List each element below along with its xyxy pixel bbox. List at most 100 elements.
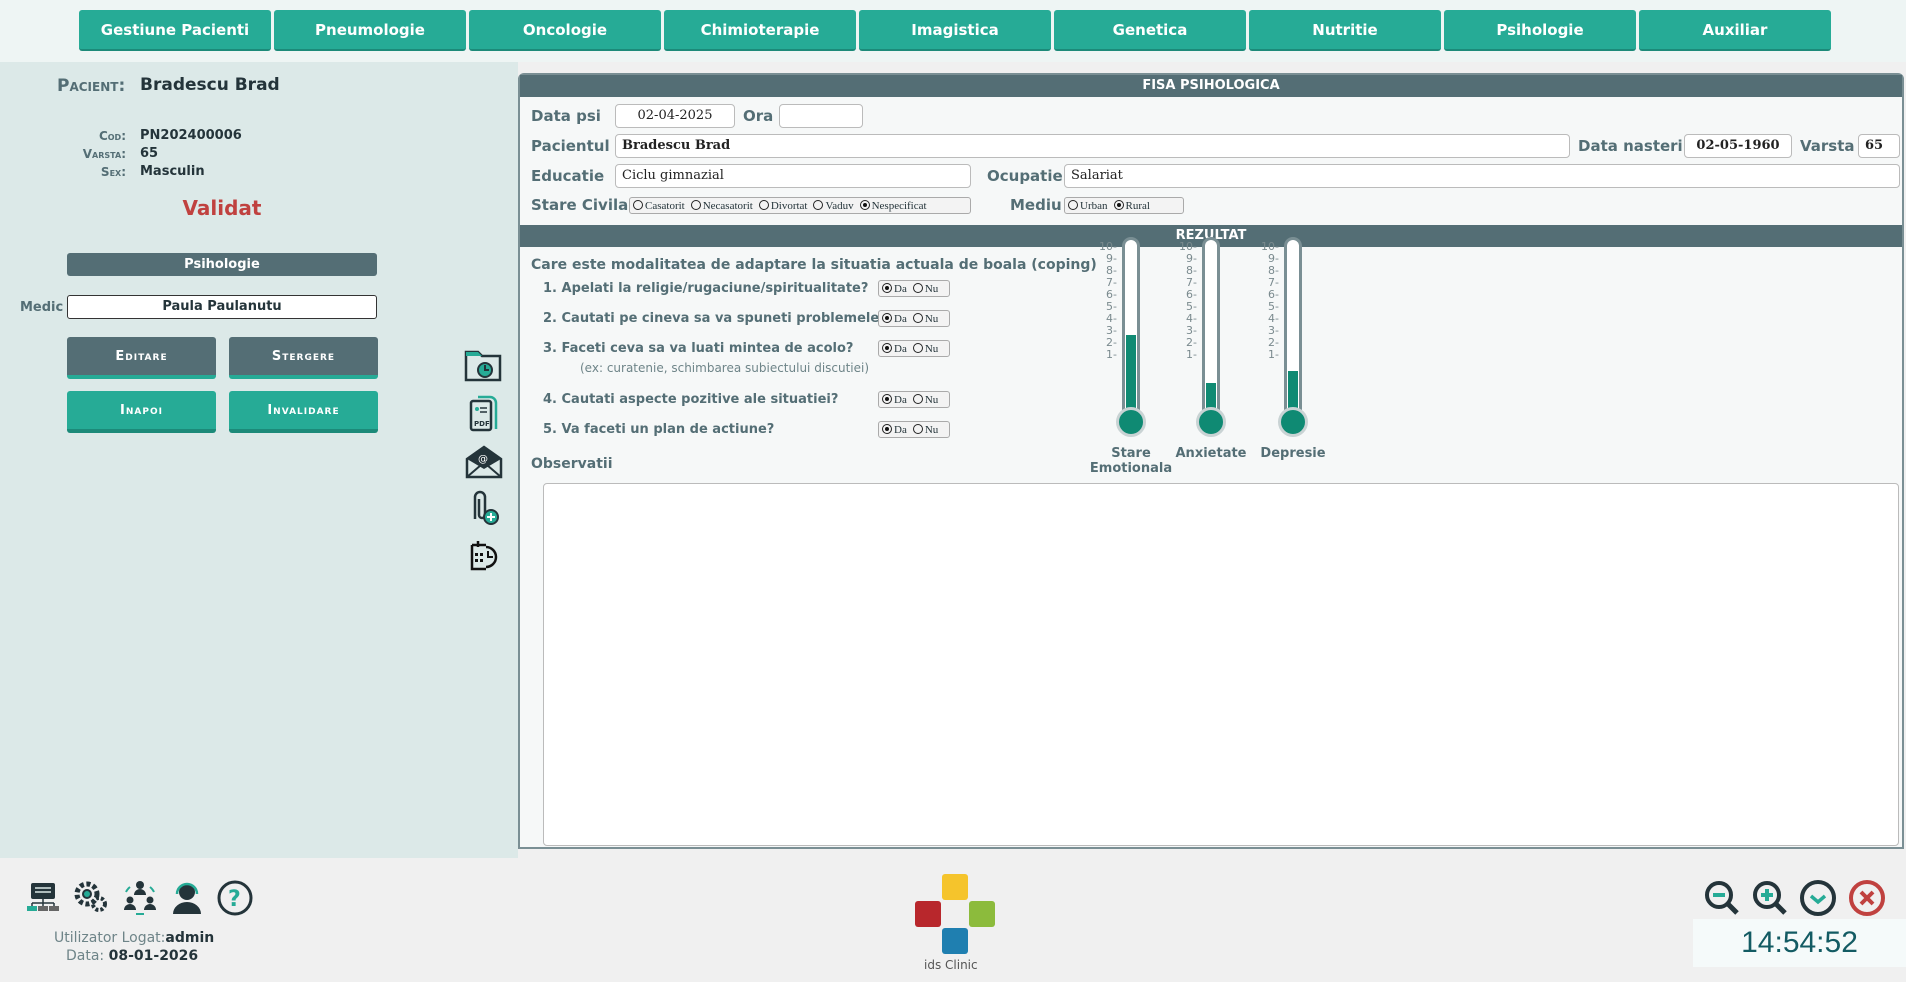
- radio-icon[interactable]: [882, 312, 892, 323]
- answer-label: Da: [894, 342, 907, 355]
- data-psi-input[interactable]: 02-04-2025: [615, 104, 735, 128]
- answer-yes[interactable]: Da: [882, 423, 907, 436]
- gauge-scale: 10- 9- 8- 7- 6- 5- 4- 3- 2- 1-: [1253, 241, 1279, 361]
- answer-yes[interactable]: Da: [882, 312, 907, 325]
- option-label: Casatorit: [645, 199, 685, 212]
- radio-icon[interactable]: [1113, 199, 1124, 210]
- nav-tab-nutritie[interactable]: Nutritie: [1249, 10, 1441, 51]
- email-icon[interactable]: @: [465, 445, 503, 479]
- back-button[interactable]: Inapoi: [67, 391, 216, 433]
- ocupatie-input[interactable]: Salariat: [1064, 164, 1900, 188]
- answer-yes[interactable]: Da: [882, 282, 907, 295]
- scale-tick: 1-: [1268, 348, 1279, 361]
- close-icon[interactable]: [1848, 879, 1886, 917]
- nav-tab-auxiliar[interactable]: Auxiliar: [1639, 10, 1831, 51]
- zoom-out-icon[interactable]: [1703, 879, 1741, 917]
- attachment-add-icon[interactable]: [469, 489, 501, 527]
- radio-icon[interactable]: [912, 312, 923, 323]
- status-badge: Validat: [182, 196, 262, 220]
- radio-icon[interactable]: [758, 199, 769, 210]
- radio-icon[interactable]: [912, 423, 923, 434]
- observatii-textarea[interactable]: [543, 483, 1899, 846]
- support-icon[interactable]: [171, 880, 203, 914]
- edit-button[interactable]: Editare: [67, 337, 216, 379]
- stare-civila-option-nespecificat[interactable]: Nespecificat: [859, 199, 927, 212]
- nav-tab-oncologie[interactable]: Oncologie: [469, 10, 661, 51]
- medic-field[interactable]: Paula Paulanutu: [67, 295, 377, 319]
- nav-tab-chimioterapie[interactable]: Chimioterapie: [664, 10, 856, 51]
- scale-tick: 1-: [1106, 348, 1117, 361]
- radio-icon[interactable]: [882, 423, 892, 434]
- svg-text:?: ?: [228, 887, 241, 912]
- invalidate-button[interactable]: Invalidare: [229, 391, 378, 433]
- option-label: Divortat: [770, 199, 808, 212]
- pdf-icon[interactable]: PDF: [468, 395, 500, 433]
- answer-yes[interactable]: Da: [882, 342, 907, 355]
- settings-icon[interactable]: [74, 881, 108, 913]
- stare-civila-option-necasatorit[interactable]: Necasatorit: [690, 199, 753, 212]
- gauge-bulb: [1116, 407, 1146, 437]
- answer-no[interactable]: Nu: [912, 423, 938, 436]
- gauge-fill: [1126, 335, 1136, 425]
- radio-icon[interactable]: [1068, 199, 1078, 210]
- calendar-schedule-icon[interactable]: [468, 539, 502, 573]
- radio-icon[interactable]: [813, 199, 824, 210]
- data-nasterii-input[interactable]: 02-05-1960: [1684, 134, 1792, 158]
- network-icon[interactable]: [26, 882, 60, 912]
- answer-no[interactable]: Nu: [912, 282, 938, 295]
- stare-civila-option-divortat[interactable]: Divortat: [758, 199, 808, 212]
- mediu-label: Mediu: [1010, 196, 1062, 214]
- nav-tab-genetica[interactable]: Genetica: [1054, 10, 1246, 51]
- cod-label: Cod:: [98, 129, 126, 143]
- radio-icon[interactable]: [882, 393, 892, 404]
- radio-icon[interactable]: [859, 199, 870, 210]
- scale-tick: 4-: [1106, 312, 1117, 325]
- radio-icon[interactable]: [912, 282, 923, 293]
- nav-tab-pneumologie[interactable]: Pneumologie: [274, 10, 466, 51]
- answer-no[interactable]: Nu: [912, 342, 938, 355]
- answer-label: Da: [894, 282, 907, 295]
- nav-tab-psihologie[interactable]: Psihologie: [1444, 10, 1636, 51]
- stare-civila-option-casatorit[interactable]: Casatorit: [633, 199, 685, 212]
- educatie-label: Educatie: [531, 167, 605, 185]
- folder-clock-icon[interactable]: [463, 348, 503, 382]
- radio-icon[interactable]: [912, 342, 923, 353]
- stare-civila-option-vaduv[interactable]: Vaduv: [813, 199, 854, 212]
- radio-icon[interactable]: [912, 393, 923, 404]
- answer-yes[interactable]: Da: [882, 393, 907, 406]
- scale-tick: 2-: [1106, 336, 1117, 349]
- delete-button[interactable]: Stergere: [229, 337, 378, 379]
- ora-input[interactable]: [779, 104, 863, 128]
- radio-icon[interactable]: [633, 199, 643, 210]
- answer-no[interactable]: Nu: [912, 393, 938, 406]
- data-nasterii-label: Data nasterii: [1578, 137, 1688, 155]
- patient-name: Bradescu Brad: [140, 75, 280, 95]
- help-icon[interactable]: ?: [217, 880, 253, 916]
- answer-no[interactable]: Nu: [912, 312, 938, 325]
- answer-label: Da: [894, 312, 907, 325]
- nav-tab-gestiune-pacienti[interactable]: Gestiune Pacienti: [79, 10, 271, 51]
- confirm-icon[interactable]: [1799, 879, 1837, 917]
- pacient-input[interactable]: Bradescu Brad: [615, 134, 1570, 158]
- radio-icon[interactable]: [882, 342, 892, 353]
- radio-icon[interactable]: [690, 199, 701, 210]
- gauge-bulb: [1278, 407, 1308, 437]
- scale-tick: 2-: [1186, 336, 1197, 349]
- question-4-answer: Da Nu: [878, 391, 950, 408]
- scale-tick: 9-: [1268, 252, 1279, 265]
- educatie-input[interactable]: Ciclu gimnazial: [615, 164, 971, 188]
- question-5-answer: Da Nu: [878, 421, 950, 438]
- scale-tick: 6-: [1106, 288, 1117, 301]
- gauge-scale: 10- 9- 8- 7- 6- 5- 4- 3- 2- 1-: [1091, 241, 1117, 361]
- gauge-fill: [1288, 371, 1298, 425]
- nav-tab-imagistica[interactable]: Imagistica: [859, 10, 1051, 51]
- zoom-in-icon[interactable]: [1751, 879, 1789, 917]
- team-icon[interactable]: [122, 880, 158, 916]
- mediu-option-urban[interactable]: Urban: [1068, 199, 1108, 212]
- mediu-option-rural[interactable]: Rural: [1113, 199, 1150, 212]
- varsta-input[interactable]: 65: [1858, 134, 1900, 158]
- scale-tick: 10-: [1261, 240, 1279, 253]
- radio-icon[interactable]: [882, 282, 892, 293]
- question-note: (ex: curatenie, schimbarea subiectului d…: [580, 361, 870, 375]
- scale-tick: 9-: [1106, 252, 1117, 265]
